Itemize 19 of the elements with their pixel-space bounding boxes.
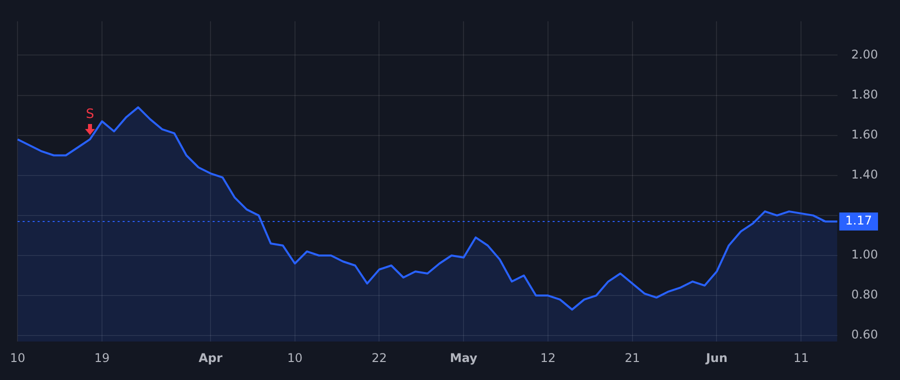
- x-tick-label: 21: [624, 350, 640, 365]
- y-tick-label: 1.60: [851, 127, 878, 142]
- x-tick-label: 10: [10, 350, 26, 365]
- x-tick-label: 19: [94, 350, 110, 365]
- x-tick-label: 22: [372, 350, 387, 365]
- y-tick-label: 2.00: [851, 47, 878, 62]
- y-tick-label: 1.80: [851, 87, 878, 102]
- x-tick-label: Jun: [704, 350, 728, 365]
- x-tick-label: Apr: [198, 350, 222, 365]
- x-tick-label: 11: [793, 350, 809, 365]
- x-tick-label: May: [450, 350, 478, 365]
- y-tick-label: 0.80: [851, 288, 878, 302]
- annotation: S: [86, 107, 94, 122]
- y-tick-label: 0.60: [851, 328, 878, 342]
- y-tick-label: 1.40: [851, 168, 878, 182]
- y-tick-label: 1.00: [851, 248, 878, 262]
- x-tick-label: 12: [540, 350, 556, 365]
- ref-line-label: 1.17: [845, 214, 872, 228]
- x-tick-label: 10: [287, 350, 303, 365]
